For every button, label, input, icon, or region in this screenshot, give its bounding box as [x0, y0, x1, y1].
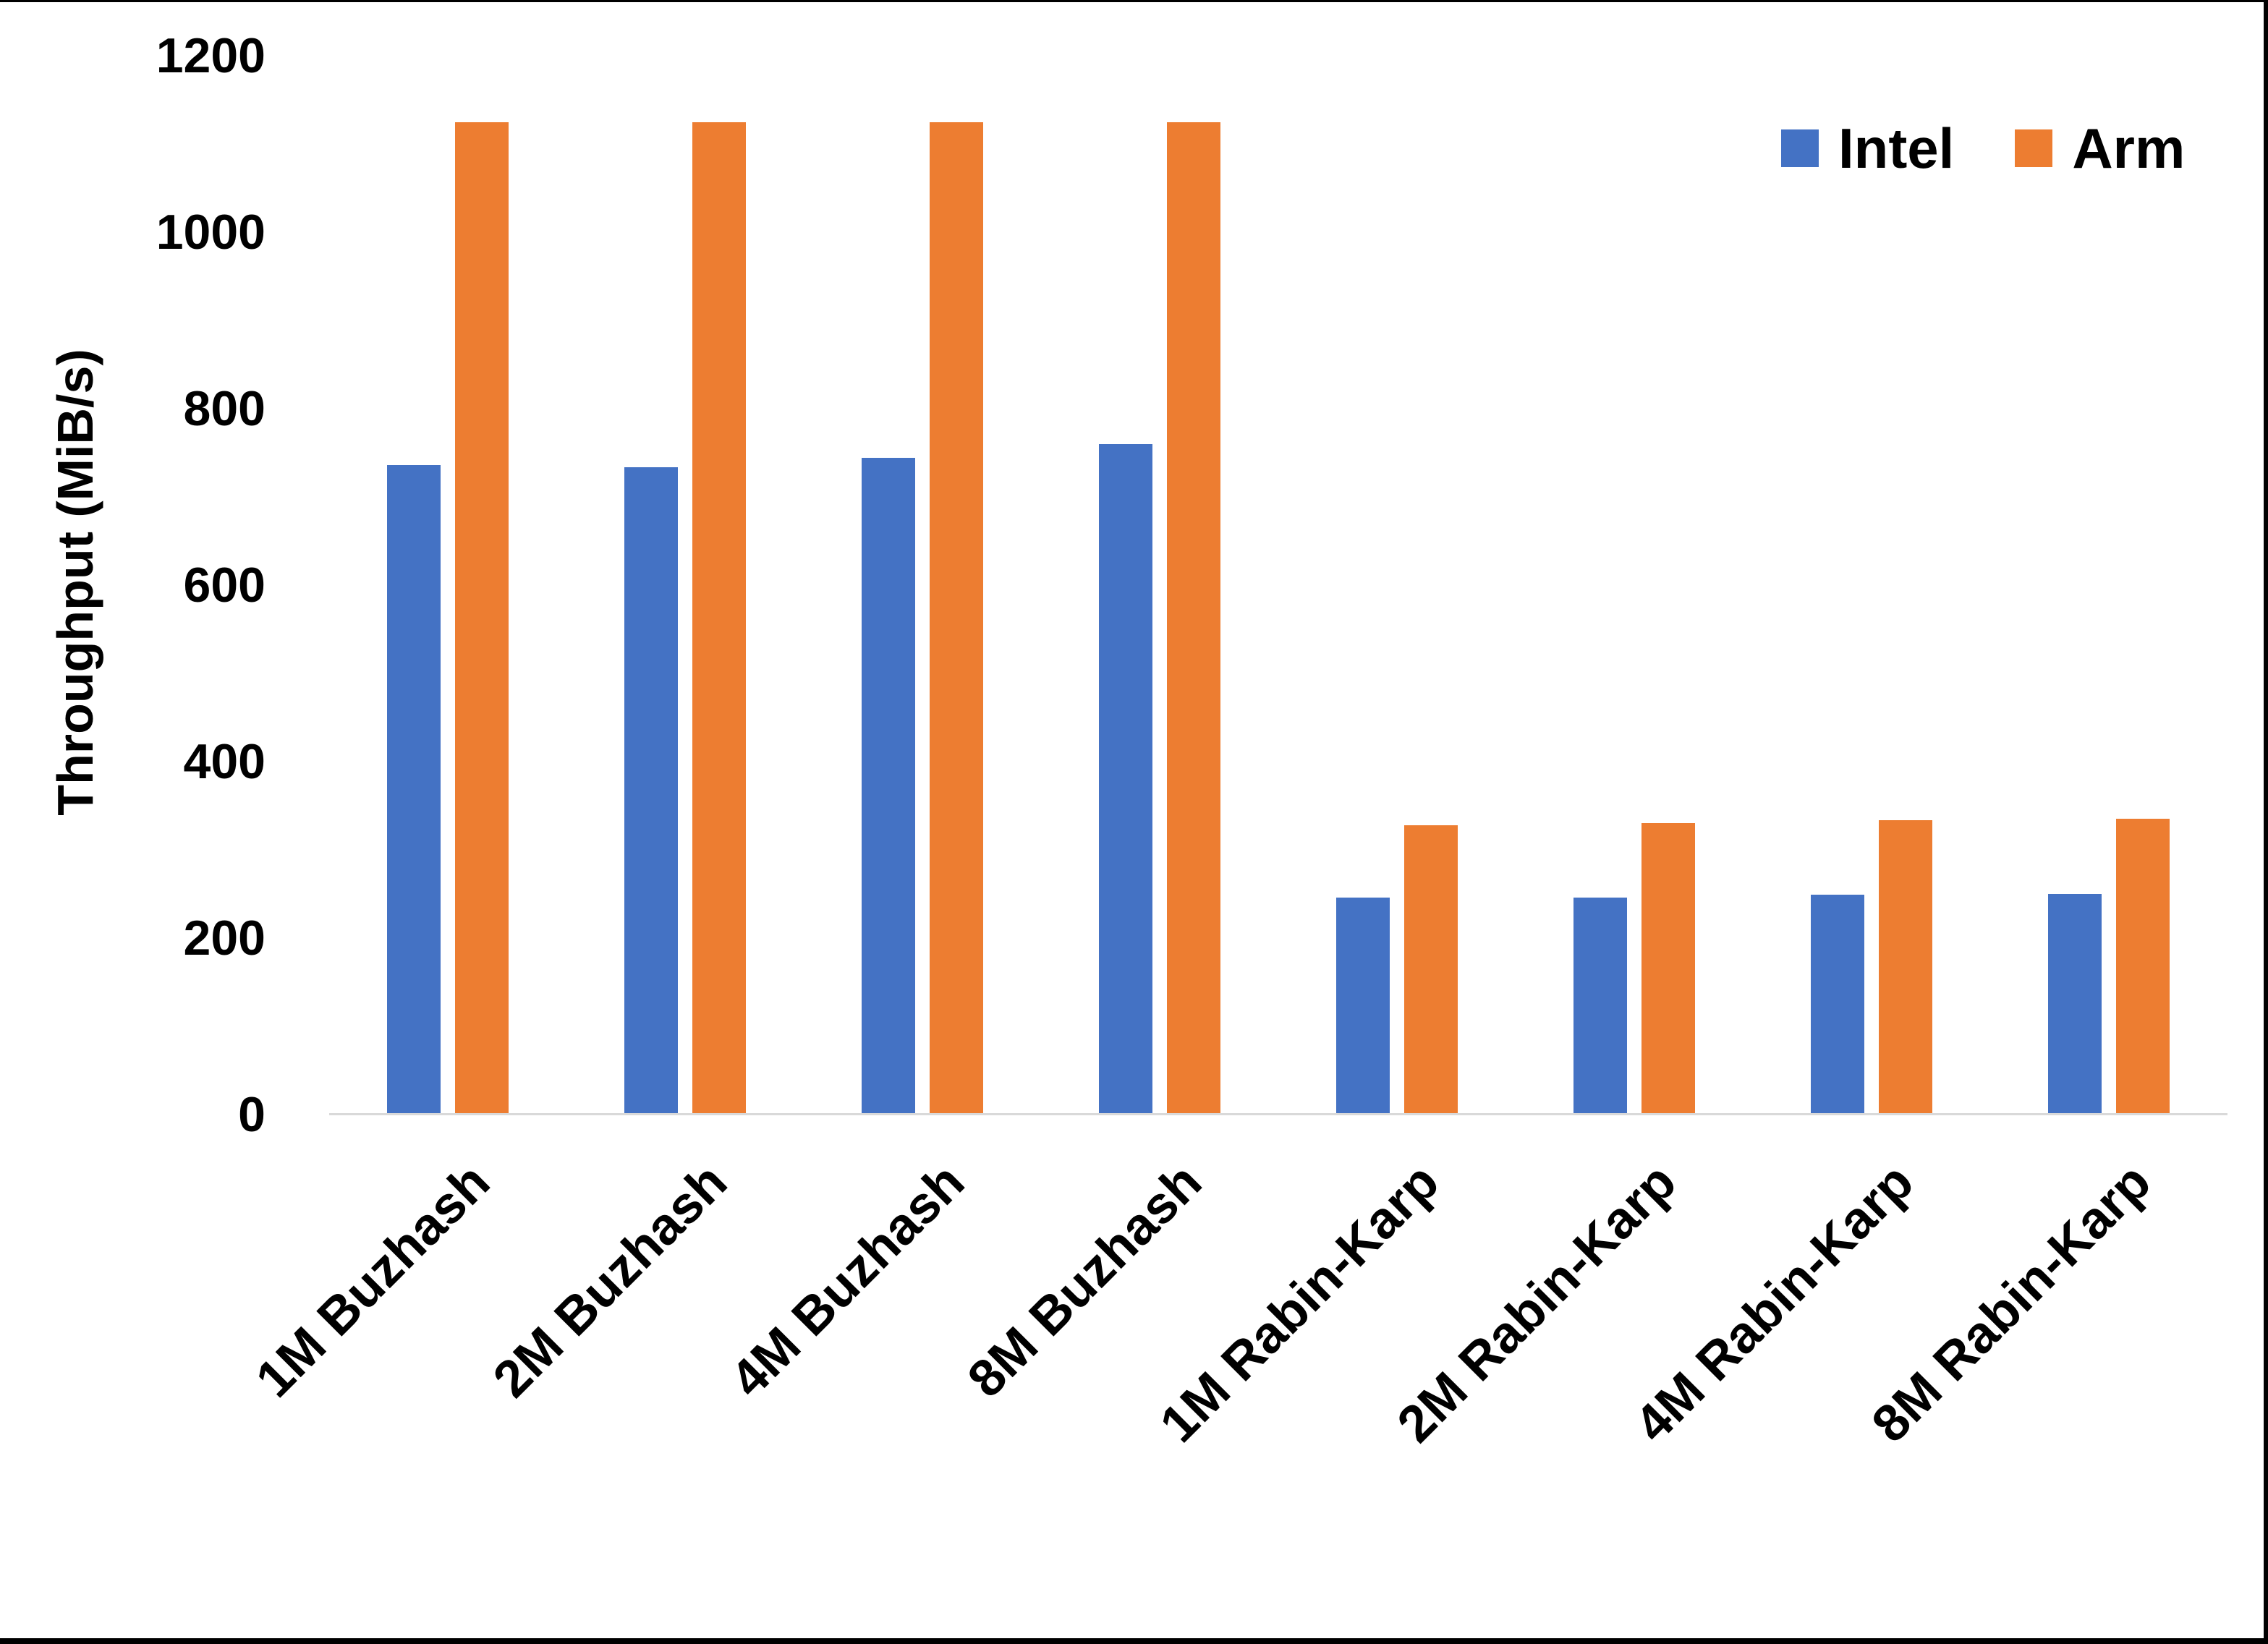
- x-axis-label-3: 4M Buzhash: [719, 1152, 976, 1409]
- legend-item-arm: Arm: [2015, 116, 2185, 181]
- bar-arm-8m-buzhash: [1167, 122, 1220, 1115]
- y-tick-1000: 1000: [156, 205, 266, 260]
- x-axis-line: [329, 1113, 2227, 1115]
- frame-border-right: [2264, 0, 2268, 1644]
- x-axis-label-4: 8M Buzhash: [956, 1152, 1213, 1409]
- category-group-4: 8M Buzhash: [957, 56, 1278, 1408]
- bar-intel-1m-buzhash: [387, 465, 441, 1115]
- category-group-3: 4M Buzhash: [720, 56, 1041, 1408]
- bar-arm-1m-rabin-karp: [1404, 825, 1458, 1115]
- legend-label-intel: Intel: [1838, 116, 1955, 180]
- y-tick-200: 200: [183, 911, 266, 966]
- bar-intel-8m-rabin-karp: [2048, 894, 2102, 1115]
- category-group-7: 4M Rabin-Karp: [1623, 56, 1990, 1454]
- bar-arm-2m-rabin-karp: [1641, 823, 1695, 1115]
- category-group-2: 2M Buzhash: [483, 56, 804, 1408]
- bar-intel-8m-buzhash: [1099, 443, 1152, 1115]
- frame-border-bottom: [0, 1638, 2268, 1644]
- x-axis-label-1: 1M Buzhash: [245, 1152, 501, 1409]
- bar-arm-1m-buzhash: [455, 122, 509, 1115]
- bar-intel-2m-buzhash: [624, 467, 678, 1115]
- x-axis-label-2: 2M Buzhash: [482, 1152, 739, 1409]
- bar-intel-2m-rabin-karp: [1573, 897, 1627, 1115]
- bar-intel-4m-rabin-karp: [1811, 895, 1864, 1115]
- legend-swatch-arm: [2015, 129, 2053, 167]
- y-tick-0: 0: [238, 1087, 266, 1142]
- category-group-8: 8M Rabin-Karp: [1861, 56, 2227, 1454]
- y-tick-400: 400: [183, 734, 266, 789]
- plot-area: 1M Buzhash 2M Buzhash 4M Buzhash 8M Buzhash…: [245, 56, 2227, 1454]
- category-group-6: 2M Rabin-Karp: [1386, 56, 1753, 1454]
- y-tick-600: 600: [183, 558, 266, 613]
- legend: Intel Arm: [1781, 116, 2185, 181]
- legend-label-arm: Arm: [2072, 116, 2186, 180]
- category-group-1: 1M Buzhash: [245, 56, 566, 1408]
- bar-intel-1m-rabin-karp: [1336, 897, 1390, 1115]
- category-group-5: 1M Rabin-Karp: [1149, 56, 1516, 1454]
- bar-arm-8m-rabin-karp: [2116, 819, 2170, 1115]
- bar-arm-4m-buzhash: [930, 122, 983, 1115]
- legend-item-intel: Intel: [1781, 116, 1954, 181]
- legend-swatch-intel: [1781, 129, 1819, 167]
- y-tick-1200: 1200: [156, 28, 266, 83]
- frame-border-top: [0, 0, 2268, 2]
- y-tick-800: 800: [183, 381, 266, 436]
- bar-intel-4m-buzhash: [862, 458, 915, 1115]
- bar-arm-2m-buzhash: [692, 122, 746, 1115]
- bar-arm-4m-rabin-karp: [1879, 819, 1932, 1115]
